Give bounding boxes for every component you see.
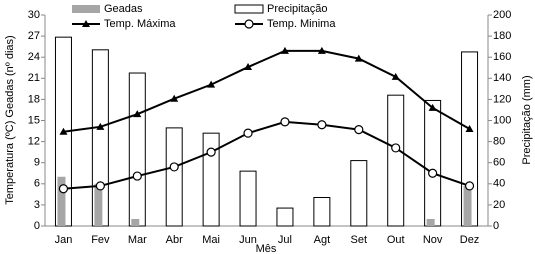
y-tick-label: 30: [28, 9, 40, 21]
point: [169, 162, 179, 172]
x-tick-label: Nov: [423, 234, 443, 246]
point: [354, 125, 364, 135]
bar: [94, 183, 103, 226]
legend-label: Geadas: [104, 3, 143, 15]
y2-tick-label: 100: [493, 114, 511, 126]
y2-tick-label: 180: [493, 30, 511, 42]
y-tick-label: 9: [34, 157, 40, 169]
bar: [463, 185, 472, 226]
legend-label: Precipitação: [267, 3, 328, 15]
line: [63, 49, 471, 133]
legend-marker: [82, 20, 90, 27]
point: [133, 110, 142, 118]
y2-tick-label: 80: [493, 136, 505, 148]
point: [391, 72, 400, 80]
point: [464, 181, 475, 191]
point: [96, 122, 105, 130]
bar: [165, 127, 183, 227]
bar: [276, 207, 294, 227]
y2-tick-label: 60: [493, 157, 505, 169]
y-tick-label: 21: [28, 72, 40, 84]
legend-swatch: [234, 4, 264, 14]
bar: [239, 170, 257, 227]
legend-label: Temp. Máxima: [104, 18, 176, 30]
point: [243, 128, 253, 138]
y2-tick-label: 160: [493, 51, 511, 63]
point: [170, 94, 179, 102]
bar: [350, 160, 368, 227]
legend-marker: [244, 19, 254, 29]
x-tick-label: Abr: [166, 234, 183, 246]
y-tick-label: 12: [28, 136, 40, 148]
bar: [387, 94, 405, 227]
y-tick-label: 24: [28, 51, 40, 63]
bar: [202, 132, 220, 227]
point: [206, 147, 216, 157]
y2-tick-label: 200: [493, 9, 511, 21]
point: [280, 46, 289, 54]
point: [95, 181, 105, 191]
y2-tick-label: 140: [493, 72, 511, 84]
x-tick-label: Set: [351, 234, 368, 246]
y-tick-label: 27: [28, 30, 40, 42]
x-tick-label: Fev: [91, 234, 110, 246]
y-tick-label: 15: [28, 114, 40, 126]
point: [391, 143, 401, 153]
y-tick-label: 3: [34, 199, 40, 211]
bar: [131, 218, 140, 226]
line: [63, 120, 470, 190]
x-tick-label: Out: [387, 234, 405, 246]
x-tick-label: Agt: [314, 234, 331, 246]
y2-tick-label: 20: [493, 199, 505, 211]
point: [317, 46, 326, 54]
x-axis-title: Mês: [256, 243, 277, 254]
x-tick-label: Mar: [128, 234, 147, 246]
bar: [57, 176, 66, 226]
point: [59, 127, 68, 135]
point: [317, 120, 327, 130]
bar: [313, 197, 331, 227]
point: [280, 117, 290, 127]
legend-label: Temp. Minima: [267, 18, 336, 30]
point: [244, 63, 253, 71]
point: [428, 103, 437, 111]
x-tick-label: Jan: [55, 234, 73, 246]
y2-tick-label: 40: [493, 178, 505, 190]
x-tick-label: Jul: [278, 234, 292, 246]
y2-tick-label: 0: [493, 220, 499, 232]
y-tick-label: 0: [34, 220, 40, 232]
point: [58, 184, 69, 194]
y-axis-title: Temperatura (ºC) Geadas (nº dias): [4, 35, 16, 204]
point: [207, 80, 216, 88]
y-tick-label: 6: [34, 178, 40, 190]
y2-tick-label: 120: [493, 93, 511, 105]
x-tick-label: Jun: [239, 234, 257, 246]
point: [354, 54, 363, 62]
point: [132, 171, 142, 181]
x-tick-label: Dez: [460, 234, 480, 246]
bar: [128, 72, 146, 227]
y2-axis-title: Precipitação (mm): [521, 75, 533, 164]
bar: [424, 99, 442, 227]
x-tick-label: Mai: [202, 234, 220, 246]
point: [428, 168, 438, 178]
y-tick-label: 18: [28, 93, 40, 105]
point: [465, 124, 474, 132]
legend-swatch: [72, 5, 100, 13]
bar: [426, 218, 435, 226]
